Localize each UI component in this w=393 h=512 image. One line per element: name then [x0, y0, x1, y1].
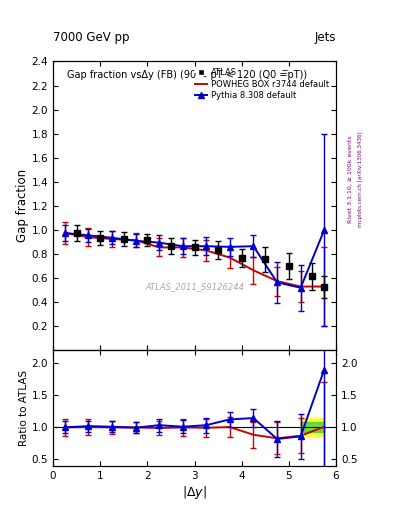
Text: mcplots.cern.ch [arXiv:1306.3436]: mcplots.cern.ch [arXiv:1306.3436]	[358, 132, 363, 227]
Text: ATLAS_2011_S9126244: ATLAS_2011_S9126244	[145, 282, 244, 291]
Y-axis label: Ratio to ATLAS: Ratio to ATLAS	[19, 370, 29, 446]
Text: Jets: Jets	[314, 31, 336, 44]
Text: Rivet 3.1.10, ≥ 100k events: Rivet 3.1.10, ≥ 100k events	[348, 135, 353, 223]
X-axis label: $|\Delta y|$: $|\Delta y|$	[182, 483, 207, 501]
Y-axis label: Gap fraction: Gap fraction	[16, 169, 29, 243]
Text: Gap fraction vsΔy (FB) (90 < pT < 120 (Q0 =̅pT)): Gap fraction vsΔy (FB) (90 < pT < 120 (Q…	[67, 70, 307, 80]
Text: 7000 GeV pp: 7000 GeV pp	[53, 31, 130, 44]
Legend: ATLAS, POWHEG BOX r3744 default, Pythia 8.308 default: ATLAS, POWHEG BOX r3744 default, Pythia …	[192, 66, 332, 102]
